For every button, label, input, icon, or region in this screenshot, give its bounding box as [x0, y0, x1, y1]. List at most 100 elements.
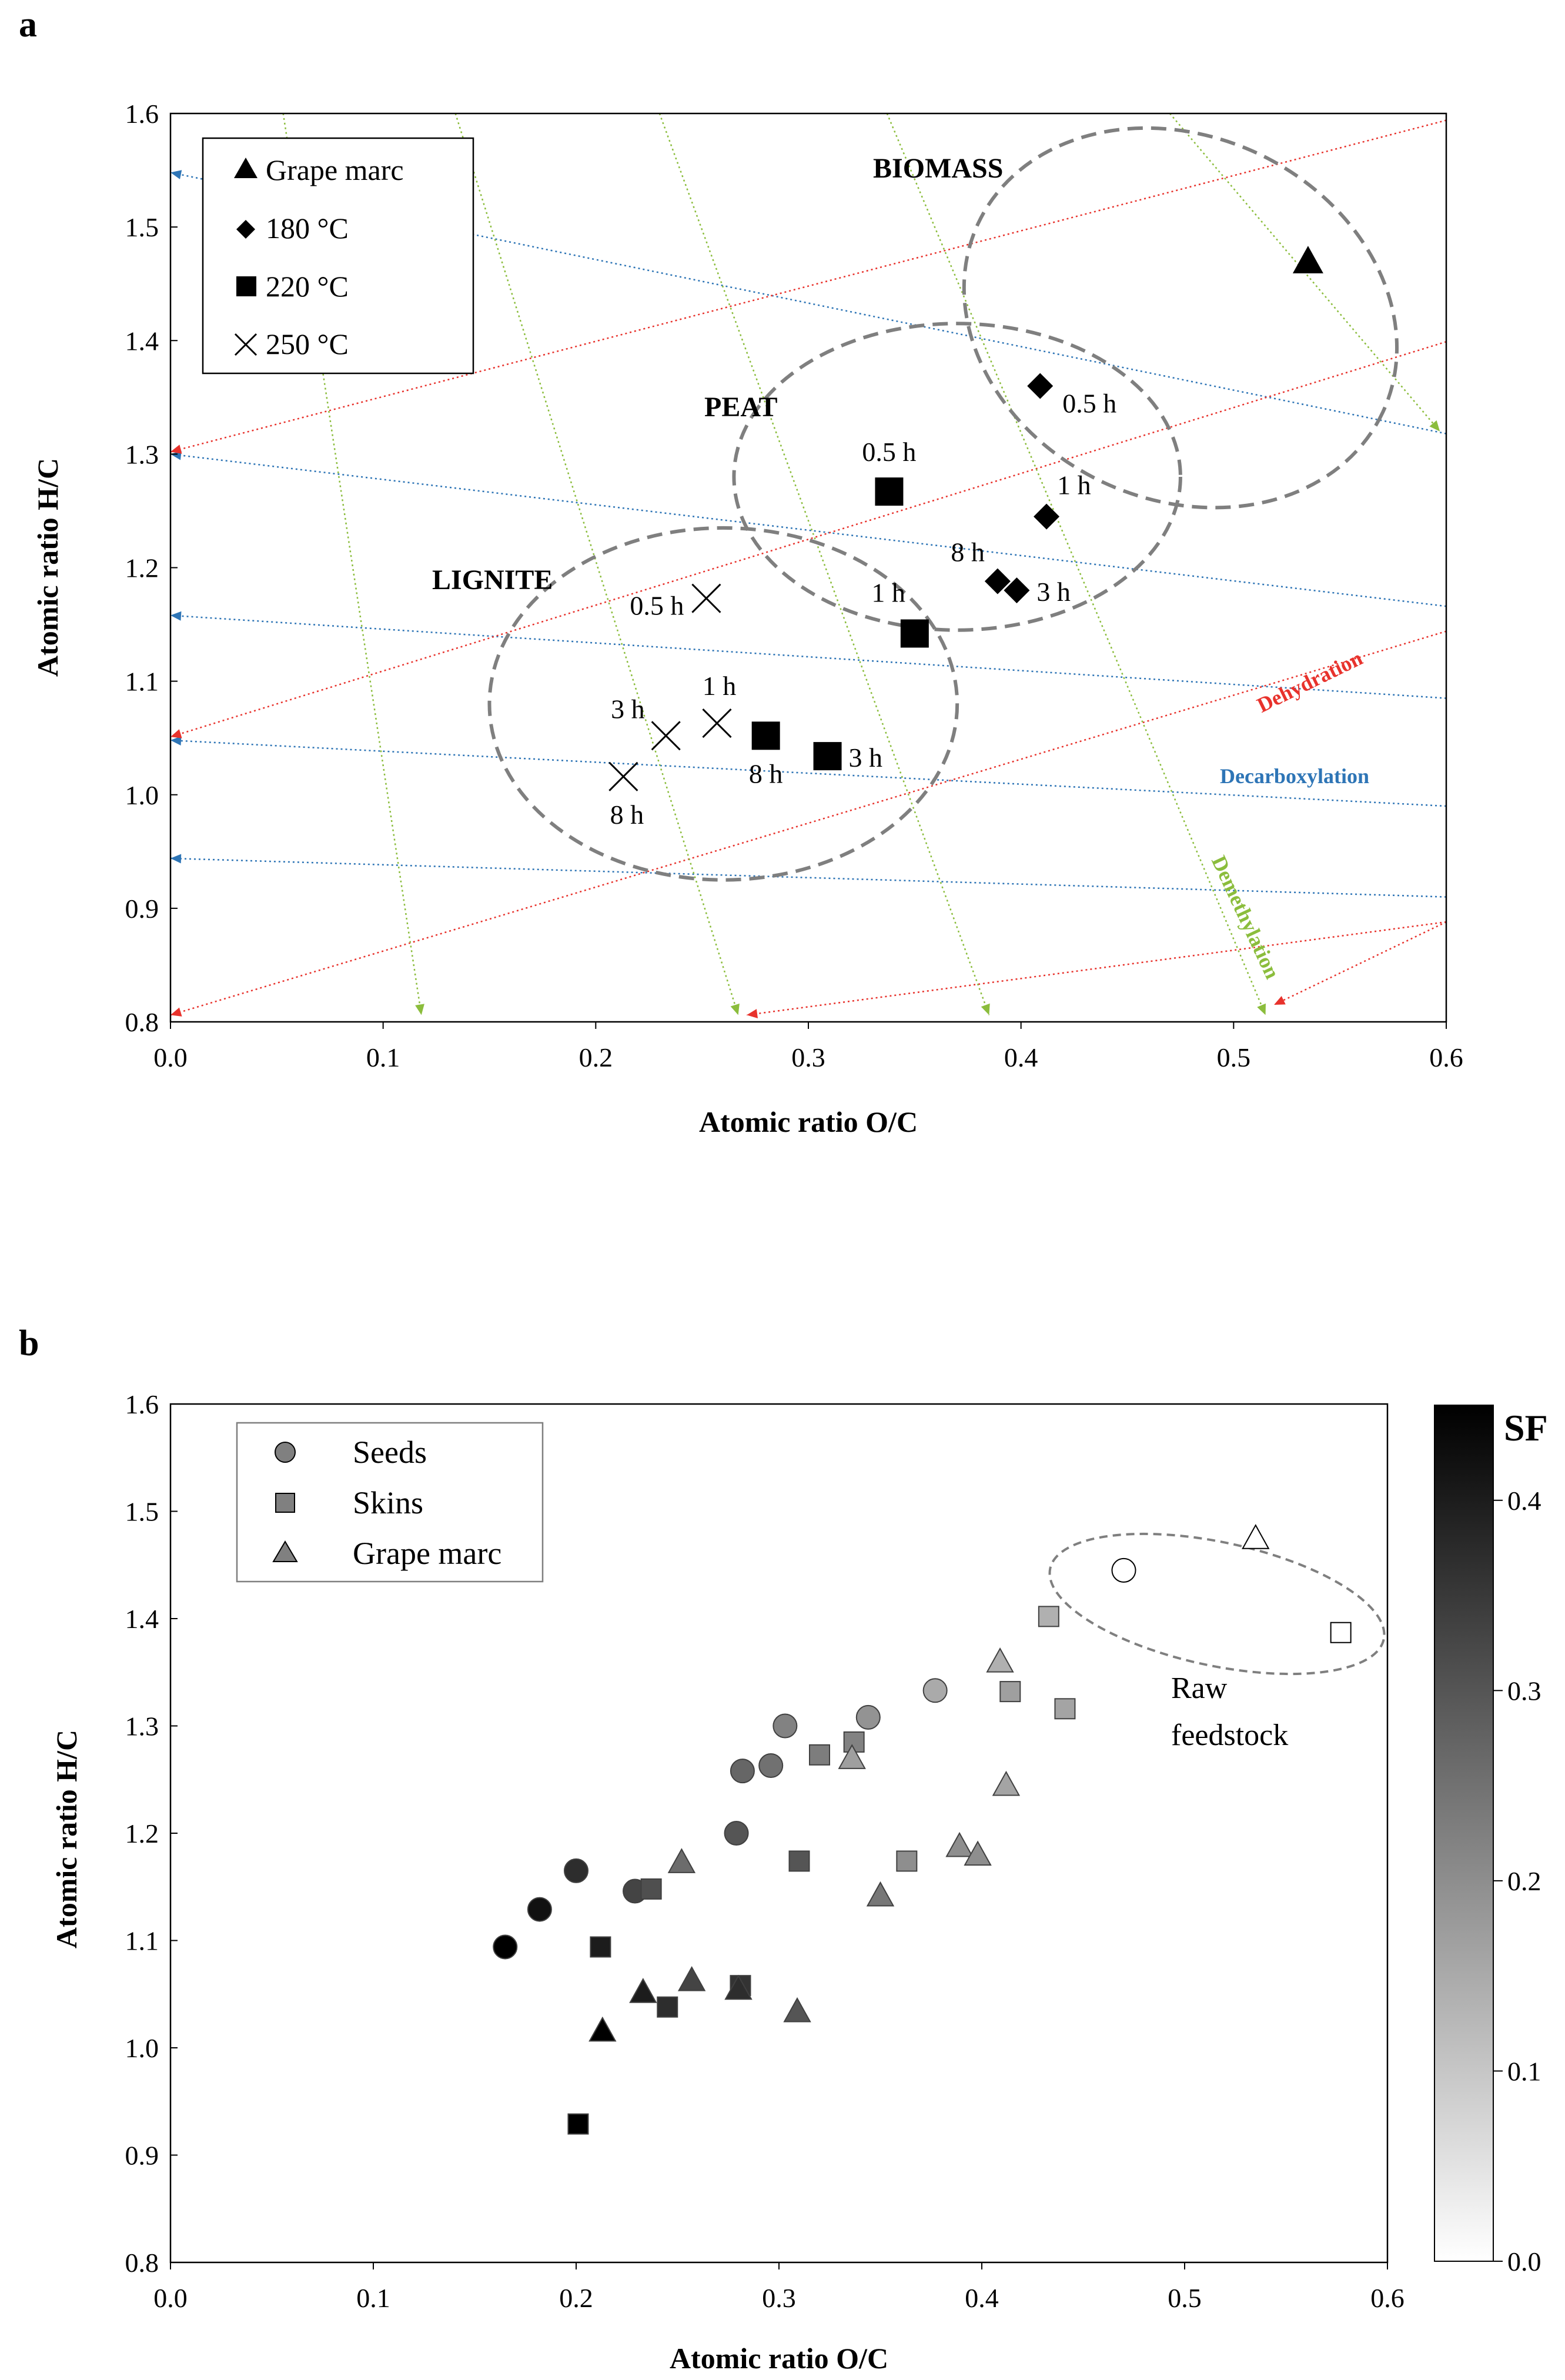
dehydration-arrowhead — [170, 444, 182, 454]
point-b-triangle — [677, 1965, 706, 1991]
x-axis-ticks-b: 0.0 0.1 0.2 0.3 0.4 0.5 0.6 — [153, 2262, 1405, 2313]
point-b-circle — [922, 1678, 948, 1703]
x-tick-label-b: 0.5 — [1168, 2283, 1202, 2313]
legend-square-icon-b — [275, 1493, 295, 1513]
point-b-circle — [758, 1753, 784, 1779]
y-tick-label-a: 1.5 — [125, 212, 159, 242]
x-tick-label-a: 0.4 — [1004, 1042, 1038, 1072]
y-tick-label-b: 0.9 — [125, 2141, 159, 2171]
point-b-square — [788, 1850, 810, 1872]
dehydration-arrowhead — [170, 1007, 182, 1017]
y-axis-label-b: Atomic ratio H/C — [50, 1730, 83, 1948]
point-label-a: 8 h — [749, 758, 783, 788]
demethylation-arrowhead — [730, 1003, 740, 1015]
point-b-square — [896, 1850, 918, 1872]
point-b-triangle — [588, 2016, 617, 2042]
classification-regions — [487, 126, 1399, 882]
point-label-a: 3 h — [1036, 577, 1071, 607]
point-b-triangle — [629, 1978, 657, 2003]
data-points-b — [493, 1524, 1352, 2135]
demethylation-arrowhead — [1257, 1003, 1266, 1015]
dehydration-line — [1273, 921, 1446, 1006]
point-label-a: 8 h — [610, 800, 644, 830]
y-tick-label-b: 1.2 — [125, 1819, 159, 1848]
point-a-diamond — [1027, 373, 1054, 399]
colorbar-ticks: 0.0 0.1 0.2 0.3 0.4 — [1493, 1486, 1541, 2277]
colorbar: SF 0.0 0.1 0.2 0.3 0.4 — [1434, 1405, 1548, 2277]
x-axis-label-b: Atomic ratio O/C — [670, 2342, 888, 2375]
demethylation-label: Demethylation — [1207, 852, 1285, 982]
legend-b-label-skins: Skins — [353, 1485, 423, 1520]
point-b-triangle — [667, 1848, 696, 1873]
y-tick-label-a: 1.3 — [125, 439, 159, 469]
legend-circle-icon — [275, 1442, 296, 1463]
y-tick-label-a: 1.1 — [125, 667, 159, 697]
demethylation-arrowhead — [415, 1004, 424, 1015]
point-label-a: 0.5 h — [630, 591, 684, 621]
point-a-triangle — [1292, 246, 1323, 273]
point-b-triangle — [838, 1744, 866, 1769]
decarboxylation-arrowhead — [170, 854, 182, 864]
point-a-diamond — [1034, 503, 1060, 530]
legend-triangle-icon-b — [272, 1540, 298, 1562]
y-tick-label-b: 1.6 — [125, 1389, 159, 1419]
x-tick-label-b: 0.3 — [762, 2283, 796, 2313]
x-tick-label-b: 0.1 — [356, 2283, 390, 2313]
point-b-square — [809, 1744, 830, 1766]
legend-diamond-icon — [236, 220, 255, 239]
panel-a: a 0.80.91.01.11.21.31.41.51.6 0.0 0.1 0.2 0… — [19, 5, 1463, 1138]
region-label-biomass: BIOMASS — [873, 153, 1003, 184]
y-tick-label-b: 0.8 — [125, 2248, 159, 2278]
decarboxylation-arrowhead — [170, 170, 182, 179]
x-tick-label-a: 0.3 — [791, 1042, 825, 1072]
y-axis-ticks-b: 0.8 0.9 1.0 1.1 1.2 1.3 1.4 1.5 1.6 — [125, 1389, 178, 2278]
point-a-cross — [651, 721, 681, 751]
point-label-a: 8 h — [951, 537, 985, 567]
legend-cross-icon — [234, 333, 258, 356]
decarboxylation-line — [170, 453, 1446, 607]
panel-a-label: a — [19, 5, 37, 45]
demethylation-line — [886, 113, 1266, 1015]
x-tick-label-a: 0.5 — [1217, 1042, 1251, 1072]
point-a-cross — [608, 761, 638, 791]
y-tick-label-b: 1.0 — [125, 2033, 159, 2063]
y-tick-label-a: 0.8 — [125, 1007, 159, 1037]
y-tick-label-a: 1.2 — [125, 553, 159, 583]
point-b-square — [999, 1681, 1021, 1703]
demethylation-line — [658, 113, 990, 1015]
colorbar-gradient — [1434, 1405, 1494, 2262]
decarboxylation-arrowhead — [170, 736, 182, 746]
region-ellipse-peat — [732, 322, 1182, 632]
point-b-circle — [724, 1821, 749, 1846]
dehydration-line — [170, 119, 1446, 453]
point-a-cross — [691, 583, 721, 613]
decarboxylation-label: Decarboxylation — [1220, 764, 1369, 788]
colorbar-tick-label: 0.3 — [1507, 1676, 1541, 1706]
point-b-triangle — [992, 1770, 1021, 1796]
legend-a-label-grape-marc: Grape marc — [266, 153, 404, 186]
legend-a-label-180: 180 °C — [266, 212, 349, 245]
dehydration-arrowhead — [1274, 996, 1286, 1005]
point-b-circle — [493, 1934, 518, 1960]
dehydration-arrowhead — [170, 729, 182, 738]
y-tick-label-a: 1.6 — [125, 99, 159, 129]
point-b-square — [1054, 1698, 1076, 1720]
y-axis-label-a: Atomic ratio H/C — [31, 458, 64, 677]
point-b-triangle — [945, 1831, 974, 1857]
dehydration-arrowhead — [747, 1009, 758, 1018]
x-tick-label-a: 0.1 — [366, 1042, 400, 1072]
point-label-a: 0.5 h — [862, 437, 916, 467]
point-b-circle — [730, 1759, 755, 1784]
point-b-triangle — [866, 1881, 895, 1907]
point-a-cross — [702, 708, 732, 738]
x-axis-label-a: Atomic ratio O/C — [699, 1105, 918, 1138]
y-tick-label-b: 1.3 — [125, 1712, 159, 1741]
x-tick-label-b: 0.0 — [153, 2283, 188, 2313]
x-tick-label-b: 0.4 — [965, 2283, 999, 2313]
point-label-a: 3 h — [611, 694, 645, 724]
raw-feedstock-label-2: feedstock — [1171, 1719, 1288, 1752]
dehydration-line — [746, 921, 1446, 1016]
x-tick-label-b: 0.2 — [559, 2283, 593, 2313]
legend-a-label-250: 250 °C — [266, 327, 349, 360]
